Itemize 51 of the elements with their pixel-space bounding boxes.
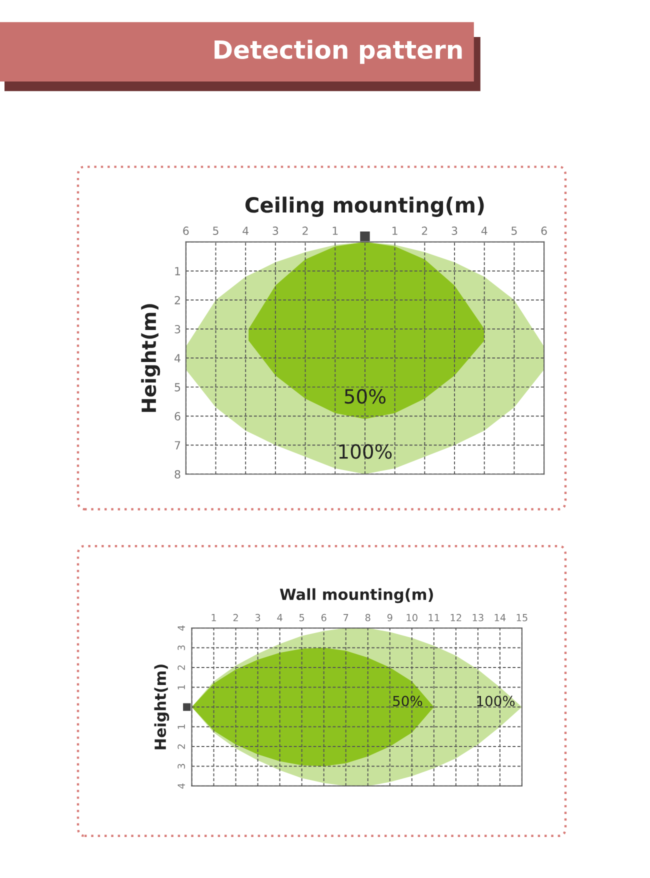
x-tick-label: 15	[516, 614, 528, 622]
x-tick-label: 2	[422, 226, 428, 235]
x-tick-label: 11	[428, 614, 440, 622]
y-tick-label: 4	[178, 625, 185, 631]
y-axis-title: Height(m)	[154, 664, 170, 750]
x-tick-label: 14	[494, 614, 506, 622]
x-tick-label: 5	[299, 614, 304, 622]
y-tick-label: 1	[175, 267, 180, 276]
y-tick-label: 2	[178, 665, 185, 670]
y-tick-label: 3	[174, 325, 180, 334]
x-tick-label: 12	[450, 614, 462, 622]
x-tick-label: 8	[365, 614, 370, 622]
chart-title: Detection pattern	[214, 40, 462, 64]
x-tick-label: 4	[277, 614, 282, 622]
x-tick-label: 13	[472, 614, 484, 622]
y-tick-label: 7	[174, 441, 180, 450]
y-tick-label: 8	[174, 470, 180, 478]
y-axis-title: Height(m)	[141, 304, 160, 412]
x-tick-label: 5	[213, 226, 218, 235]
y-tick-label: 2	[174, 296, 180, 304]
y-tick-label: 1	[178, 685, 185, 690]
x-tick-label: 3	[272, 226, 278, 235]
x-tick-label: 1	[332, 226, 338, 235]
x-axis-title: Ceiling mounting(m)	[245, 196, 484, 217]
annotation: 100%	[339, 444, 392, 459]
y-tick-label: 3	[178, 645, 186, 650]
y-tick-label: 4	[178, 783, 185, 789]
x-tick-label: 5	[512, 226, 517, 235]
x-tick-label: 3	[452, 226, 458, 235]
x-tick-label: 2	[302, 226, 308, 235]
annotation: 100%	[477, 696, 515, 706]
x-tick-label: 4	[242, 226, 249, 235]
x-tick-label: 1	[392, 226, 398, 235]
x-tick-label: 10	[406, 614, 418, 622]
annotation: 50%	[344, 389, 386, 404]
x-tick-label: 3	[255, 614, 260, 622]
x-axis-title: Wall mounting(m)	[280, 588, 433, 604]
y-tick-label: 5	[174, 383, 180, 392]
x-tick-label: 9	[387, 614, 392, 622]
x-tick-label: 2	[233, 614, 238, 622]
y-tick-label: 4	[174, 354, 180, 362]
x-tick-label: 1	[212, 614, 216, 622]
y-tick-label: 6	[174, 412, 180, 420]
y-tick-label: 2	[178, 744, 185, 749]
y-tick-label: 1	[178, 724, 185, 729]
y-tick-label: 3	[178, 764, 186, 769]
x-tick-label: 7	[344, 614, 348, 622]
annotation: 50%	[393, 696, 422, 706]
x-tick-label: 6	[541, 226, 547, 235]
x-tick-label: 4	[481, 226, 488, 235]
x-tick-label: 6	[321, 614, 326, 622]
